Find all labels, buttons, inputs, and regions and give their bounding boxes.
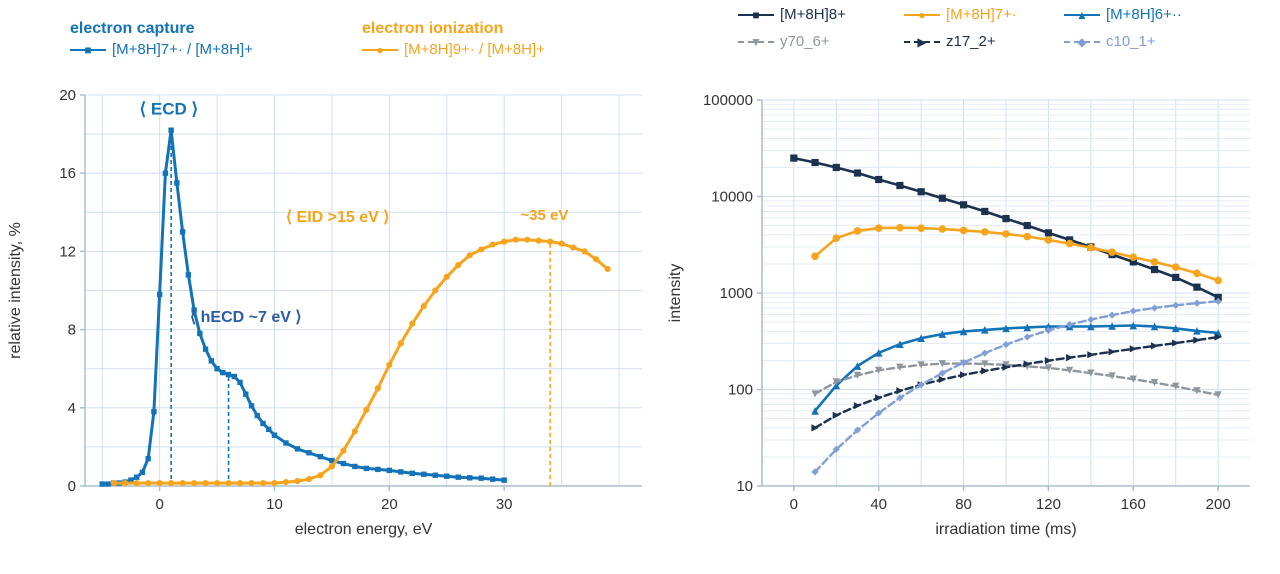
svg-text:irradiation time (ms): irradiation time (ms) [935, 521, 1076, 538]
series-swatch: ■ [738, 7, 774, 23]
electron-energy-chart: 0 10 20 30 0 4 8 12 16 20 electron energy, eV relat… [7, 20, 642, 538]
svg-text:80: 80 [955, 496, 972, 513]
swatch-line [1064, 40, 1100, 43]
swatch-line [1064, 13, 1100, 16]
svg-text:200: 200 [1206, 496, 1231, 513]
triangle-right-marker-icon: ▶ [917, 34, 927, 49]
swatch-line [904, 40, 940, 43]
legend-title-electron-capture: electron capture [70, 20, 195, 37]
svg-text:4: 4 [68, 400, 76, 417]
square-marker-icon: ■ [752, 7, 760, 22]
legend-label: [M+8H]6+·· [1106, 6, 1182, 23]
series-swatch: ● [362, 42, 398, 58]
right-chart-legend: ■ [M+8H]8+ ● [M+8H]7+· ▲ [M+8H]6+·· [738, 6, 1244, 50]
svg-text:~35 eV: ~35 eV [520, 207, 568, 224]
svg-text:20: 20 [381, 496, 398, 513]
triangle-up-marker-icon: ▲ [1076, 7, 1088, 22]
legend-label: [M+8H]9+· / [M+8H]+ [404, 41, 545, 58]
svg-text:10000: 10000 [711, 189, 753, 206]
svg-text:10: 10 [266, 496, 283, 513]
svg-text:30: 30 [496, 496, 513, 513]
legend-item-m8h-8: ■ [M+8H]8+ [738, 6, 904, 23]
circle-marker-icon: ● [918, 7, 926, 22]
svg-text:20: 20 [59, 87, 76, 104]
legend-item-m8h-7: ● [M+8H]7+· [904, 6, 1064, 23]
svg-text:100000: 100000 [703, 92, 753, 109]
swatch-line [70, 48, 106, 51]
electron-ionization-legend: electron ionization ● [M+8H]9+· / [M+8H]… [362, 20, 545, 58]
svg-text:⟨ ECD ⟩: ⟨ ECD ⟩ [140, 100, 199, 119]
irradiation-time-chart: 0 40 80 120 160 200 10 100 1000 10000 100000 irradi… [660, 0, 1280, 574]
irradiation-time-plot: 0 40 80 120 160 200 10 100 1000 10000 100000 irradi… [660, 0, 1280, 574]
svg-text:0: 0 [790, 496, 798, 513]
legend-item-c10: ◆ c10_1+ [1064, 33, 1244, 50]
circle-marker-icon: ● [376, 42, 384, 57]
legend-label: [M+8H]8+ [780, 6, 846, 23]
svg-text:10: 10 [736, 478, 753, 495]
series-swatch: ■ [70, 42, 106, 58]
svg-text:16: 16 [59, 165, 76, 182]
swatch-line [362, 48, 398, 51]
electron-capture-legend: electron capture ■ [M+8H]7+· / [M+8H]+ [70, 20, 253, 58]
triangle-down-marker-icon: ▼ [750, 34, 762, 49]
svg-text:⟨ hECD ~7 eV ⟩: ⟨ hECD ~7 eV ⟩ [190, 309, 302, 326]
svg-text:100: 100 [728, 382, 753, 399]
swatch-line [904, 13, 940, 16]
legend-label: [M+8H]7+· [946, 6, 1017, 23]
series-swatch: ▶ [904, 34, 940, 50]
legend-label: z17_2+ [946, 33, 996, 50]
electron-energy-chart-svg: 0 10 20 30 0 4 8 12 16 20 electron energy, eV relat… [7, 87, 642, 538]
legend-label: y70_6+ [780, 33, 830, 50]
legend-item-z17: ▶ z17_2+ [904, 33, 1064, 50]
swatch-line [738, 13, 774, 16]
svg-text:1000: 1000 [720, 285, 753, 302]
svg-text:relative intensity, %: relative intensity, % [7, 222, 24, 359]
svg-text:intensity: intensity [667, 264, 684, 323]
legend-label: [M+8H]7+· / [M+8H]+ [112, 41, 253, 58]
svg-text:electron energy, eV: electron energy, eV [295, 521, 433, 538]
series-swatch: ● [904, 7, 940, 23]
legend-title-electron-ionization: electron ionization [362, 20, 504, 37]
svg-text:8: 8 [68, 322, 76, 339]
series-swatch: ▼ [738, 34, 774, 50]
svg-text:0: 0 [155, 496, 163, 513]
legend-item-m8h-6: ▲ [M+8H]6+·· [1064, 6, 1244, 23]
legend-item: ● [M+8H]9+· / [M+8H]+ [362, 41, 545, 58]
irradiation-time-chart-svg: 0 40 80 120 160 200 10 100 1000 10000 100000 irradi… [667, 92, 1250, 538]
series-swatch: ▲ [1064, 7, 1100, 23]
legend-item: ■ [M+8H]7+· / [M+8H]+ [70, 41, 253, 58]
diamond-marker-icon: ◆ [1077, 34, 1087, 49]
svg-text:0: 0 [68, 478, 76, 495]
svg-text:160: 160 [1121, 496, 1146, 513]
svg-text:⟨ EID >15 eV ⟩: ⟨ EID >15 eV ⟩ [286, 209, 390, 226]
electron-energy-plot: 0 10 20 30 0 4 8 12 16 20 electron energy, eV relat… [7, 87, 642, 538]
series-swatch: ◆ [1064, 34, 1100, 50]
square-marker-icon: ■ [84, 42, 92, 57]
legend-label: c10_1+ [1106, 33, 1156, 50]
swatch-line [738, 40, 774, 43]
legend-item-y70: ▼ y70_6+ [738, 33, 904, 50]
svg-text:12: 12 [59, 243, 76, 260]
svg-text:40: 40 [870, 496, 887, 513]
svg-text:120: 120 [1036, 496, 1061, 513]
